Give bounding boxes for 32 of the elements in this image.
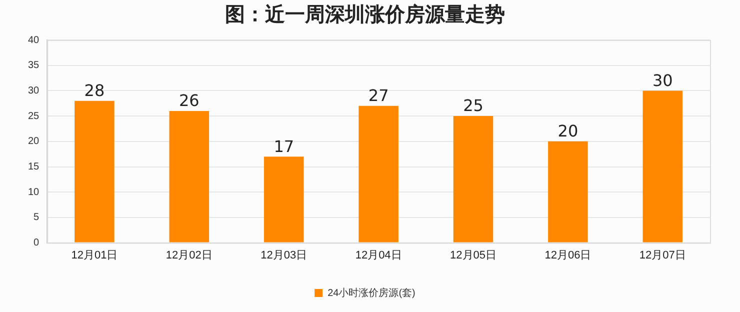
y-tick-label: 30 bbox=[28, 85, 40, 96]
y-tick-label: 0 bbox=[34, 238, 40, 249]
legend-label: 24小时涨价房源(套) bbox=[328, 286, 416, 299]
x-tick-label: 12月07日 bbox=[639, 249, 686, 262]
bar bbox=[358, 106, 398, 242]
bar bbox=[74, 100, 114, 242]
y-tick-label: 20 bbox=[28, 136, 40, 148]
bar bbox=[642, 90, 683, 242]
data-label: 26 bbox=[178, 91, 200, 110]
data-label: 30 bbox=[652, 70, 673, 90]
data-label: 20 bbox=[558, 122, 578, 141]
data-label: 17 bbox=[274, 136, 294, 156]
bar bbox=[548, 141, 588, 242]
bar bbox=[264, 156, 304, 242]
y-tick-label: 40 bbox=[28, 34, 40, 46]
bar bbox=[169, 110, 210, 242]
data-label: 27 bbox=[368, 86, 389, 106]
y-tick-label: 15 bbox=[28, 162, 40, 172]
y-tick-label: 10 bbox=[28, 186, 40, 198]
x-tick-label: 12月05日 bbox=[450, 249, 496, 262]
chart-title: 图：近一周深圳涨价房源量走势 bbox=[225, 2, 505, 26]
bar bbox=[453, 116, 494, 242]
x-tick-label: 12月06日 bbox=[544, 249, 592, 262]
y-tick-label: 25 bbox=[28, 110, 40, 122]
data-label: 28 bbox=[84, 80, 105, 100]
x-tick-label: 12月01日 bbox=[71, 249, 118, 262]
x-tick-label: 12月03日 bbox=[260, 249, 308, 262]
x-tick-label: 12月02日 bbox=[166, 249, 212, 262]
x-tick-label: 12月04日 bbox=[355, 249, 402, 262]
y-tick-label: 5 bbox=[34, 212, 40, 224]
y-tick-label: 35 bbox=[28, 60, 40, 72]
data-label: 25 bbox=[463, 96, 484, 116]
